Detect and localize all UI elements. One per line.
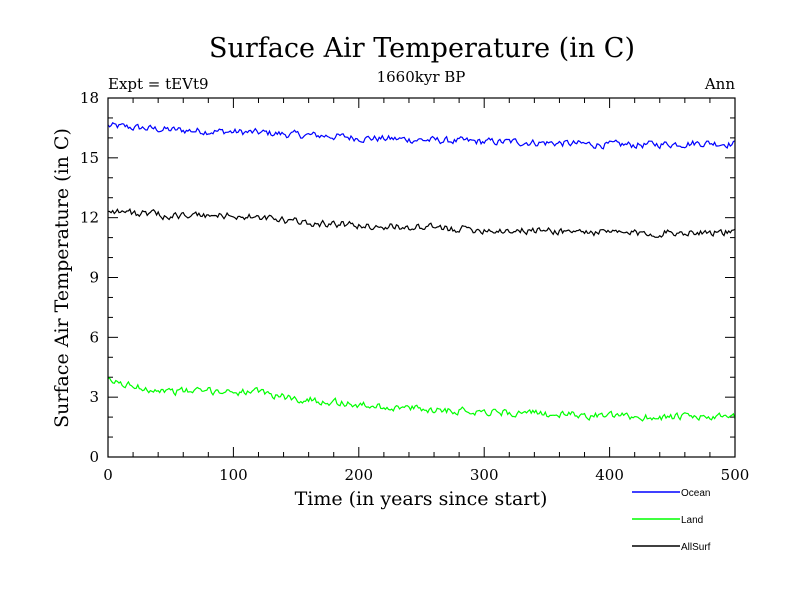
legend-label-allsurf: AllSurf (681, 542, 711, 553)
y-tick-label: 18 (80, 89, 99, 107)
series-layer (107, 121, 736, 422)
y-tick-label: 15 (80, 149, 99, 167)
legend-label-land: Land (681, 515, 703, 526)
axis-ticks (107, 97, 736, 458)
x-tick-label: 100 (219, 466, 248, 484)
y-tick-labels: 0 3 6 9 12 15 18 (80, 89, 99, 466)
x-tick-label: 0 (103, 466, 113, 484)
series-line-allsurf (107, 208, 736, 238)
season-label: Ann (704, 75, 735, 93)
legend-label-ocean: Ocean (681, 488, 710, 499)
x-tick-label: 400 (595, 466, 624, 484)
x-axis-label: Time (in years since start) (295, 488, 548, 510)
x-tick-label: 200 (344, 466, 373, 484)
experiment-label: Expt = tEVt9 (108, 75, 209, 93)
y-tick-label: 9 (89, 269, 99, 287)
y-tick-label: 3 (89, 388, 99, 406)
y-axis-label: Surface Air Temperature (in C) (51, 128, 73, 428)
y-tick-label: 0 (89, 448, 99, 466)
chart-title: Surface Air Temperature (in C) (209, 33, 635, 64)
series-line-ocean (107, 121, 736, 150)
plot-frame (107, 97, 736, 458)
chart-subtitle: 1660kyr BP (377, 68, 466, 86)
legend: Ocean Land AllSurf (632, 488, 711, 553)
x-tick-label: 300 (470, 466, 499, 484)
y-tick-label: 12 (80, 209, 99, 227)
series-line-land (107, 377, 736, 422)
x-tick-label: 500 (721, 466, 750, 484)
y-tick-label: 6 (89, 328, 99, 346)
x-tick-labels: 0 100 200 300 400 500 (103, 466, 749, 484)
